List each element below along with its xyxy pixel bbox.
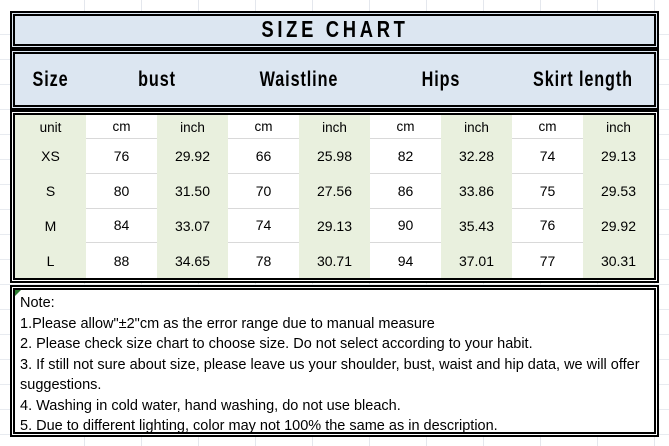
column-header-row: Size bust Waistline Hips Skirt length (10, 49, 659, 110)
unit-cell: cm (228, 115, 299, 139)
unit-label-cell: unit (15, 115, 86, 139)
unit-cell: cm (86, 115, 157, 139)
note-heading: Note: (20, 295, 55, 311)
header-hips: Hips (421, 67, 461, 91)
value-cell: 77 (512, 243, 583, 278)
header-waistline: Waistline (259, 67, 339, 91)
value-cell: 94 (370, 243, 441, 278)
value-cell: 33.07 (157, 208, 228, 244)
header-skirt-length: Skirt length (533, 67, 633, 91)
note-line-3: 3. If still not sure about size, please … (20, 356, 640, 394)
value-cell: 31.50 (157, 173, 228, 209)
unit-cell: inch (583, 115, 654, 139)
value-cell: 84 (86, 208, 157, 244)
value-cell: 88 (86, 243, 157, 278)
value-cell: 86 (370, 173, 441, 209)
value-cell: 34.65 (157, 243, 228, 278)
unit-cell: cm (370, 115, 441, 139)
size-table: unit cm inch cm inch cm inch cm inch XS … (10, 110, 659, 283)
size-name-cell: M (15, 208, 86, 244)
value-cell: 25.98 (299, 139, 370, 174)
value-cell: 74 (228, 208, 299, 244)
note-line-2: 2. Please check size chart to choose siz… (20, 336, 533, 352)
size-name-cell: S (15, 173, 86, 209)
size-name-cell: XS (15, 139, 86, 174)
value-cell: 29.13 (583, 139, 654, 174)
value-cell: 29.92 (583, 208, 654, 244)
value-cell: 32.28 (441, 139, 512, 174)
header-size: Size (32, 67, 69, 91)
value-cell: 76 (86, 139, 157, 174)
value-cell: 90 (370, 208, 441, 244)
value-cell: 27.56 (299, 173, 370, 209)
value-cell: 37.01 (441, 243, 512, 278)
note-line-4: 4. Washing in cold water, hand washing, … (20, 397, 401, 414)
value-cell: 78 (228, 243, 299, 278)
header-bust: bust (138, 67, 176, 91)
value-cell: 30.31 (583, 243, 654, 278)
value-cell: 82 (370, 139, 441, 174)
note-line-5: 5. Due to different lighting, color may … (20, 418, 498, 434)
unit-cell: inch (441, 115, 512, 139)
cell-error-indicator-icon (15, 290, 21, 296)
value-cell: 74 (512, 139, 583, 174)
value-cell: 76 (512, 208, 583, 244)
value-cell: 33.86 (441, 173, 512, 209)
value-cell: 66 (228, 139, 299, 174)
value-cell: 75 (512, 173, 583, 209)
note-line-1: 1.Please allow"±2"cm as the error range … (20, 315, 435, 332)
value-cell: 29.53 (583, 173, 654, 209)
value-cell: 80 (86, 173, 157, 209)
notes-section: Note: 1.Please allow"±2"cm as the error … (10, 285, 659, 437)
value-cell: 29.13 (299, 208, 370, 244)
unit-cell: cm (512, 115, 583, 139)
unit-cell: inch (299, 115, 370, 139)
value-cell: 70 (228, 173, 299, 209)
page-title: SIZE CHART (260, 16, 409, 43)
unit-cell: inch (157, 115, 228, 139)
value-cell: 29.92 (157, 139, 228, 174)
size-chart-title-box: SIZE CHART (10, 11, 659, 49)
size-name-cell: L (15, 243, 86, 278)
value-cell: 30.71 (299, 243, 370, 278)
value-cell: 35.43 (441, 208, 512, 244)
